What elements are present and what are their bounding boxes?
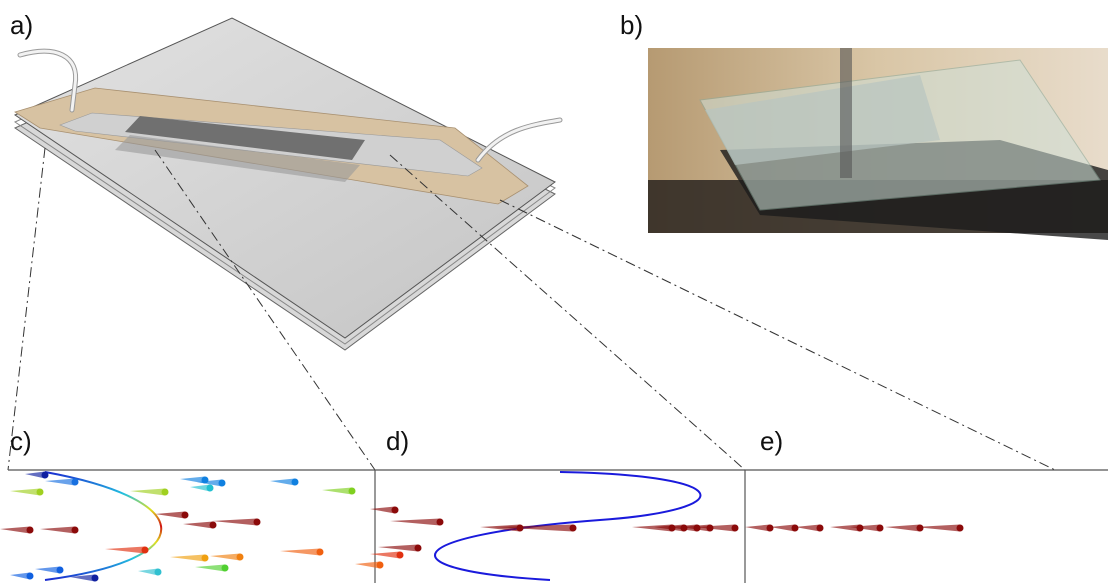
particle <box>270 478 295 486</box>
particle <box>915 524 960 532</box>
particle <box>480 524 520 532</box>
particle <box>493 524 573 532</box>
particle <box>197 479 222 487</box>
particle <box>56 566 64 574</box>
panel-label: a) <box>10 10 33 40</box>
particle <box>569 524 577 532</box>
particle <box>370 551 400 559</box>
particle <box>322 487 352 495</box>
particle <box>370 506 395 514</box>
particle <box>745 524 770 532</box>
particle <box>10 488 40 496</box>
particle <box>180 476 205 484</box>
particle <box>956 524 964 532</box>
particles <box>0 471 964 582</box>
particle <box>181 511 189 519</box>
particle <box>138 568 158 576</box>
panel-label: c) <box>10 426 32 456</box>
particle <box>632 524 672 532</box>
particle <box>195 564 225 572</box>
particle <box>436 518 444 526</box>
particle <box>376 561 384 569</box>
particle <box>45 478 75 486</box>
particle <box>71 478 79 486</box>
particle <box>390 518 440 526</box>
particle <box>35 566 60 574</box>
particle <box>378 544 418 552</box>
particle <box>71 526 79 534</box>
particle <box>41 471 49 479</box>
particle <box>26 526 34 534</box>
particle <box>25 471 45 479</box>
particle <box>190 484 210 492</box>
particle <box>791 524 799 532</box>
particle <box>253 518 261 526</box>
particle <box>396 551 404 559</box>
particle <box>731 524 739 532</box>
particle <box>795 524 820 532</box>
particle <box>40 526 75 534</box>
chip-diagram <box>13 17 563 351</box>
particle <box>830 524 860 532</box>
particle <box>280 548 320 556</box>
particle <box>770 524 795 532</box>
velocity-profile <box>434 471 702 581</box>
particle <box>391 506 399 514</box>
particle <box>36 488 44 496</box>
particle <box>680 524 710 532</box>
particle <box>885 524 920 532</box>
particle <box>26 572 34 580</box>
particle <box>221 564 229 572</box>
particle <box>154 568 162 576</box>
panel-label: e) <box>760 426 783 456</box>
particle <box>70 574 95 582</box>
particle <box>210 553 240 561</box>
particle <box>291 478 299 486</box>
particle <box>206 484 214 492</box>
particle <box>141 546 149 554</box>
photo <box>648 48 1108 240</box>
particle <box>155 511 185 519</box>
particle <box>218 479 226 487</box>
projection-lines <box>7 147 1056 471</box>
particle <box>876 524 884 532</box>
particle <box>212 518 257 526</box>
particle <box>0 526 30 534</box>
particle <box>316 548 324 556</box>
particle <box>130 488 165 496</box>
particle <box>355 561 380 569</box>
particle <box>161 488 169 496</box>
particle <box>695 524 735 532</box>
velocity-profile <box>44 471 163 581</box>
particle <box>766 524 774 532</box>
panel-label: d) <box>386 426 409 456</box>
particle <box>170 554 205 562</box>
particle <box>236 553 244 561</box>
particle <box>183 521 213 529</box>
particle <box>850 524 880 532</box>
particle <box>91 574 99 582</box>
particle <box>10 572 30 580</box>
particle <box>348 487 356 495</box>
panel-label: b) <box>620 10 643 40</box>
particle <box>816 524 824 532</box>
particle <box>105 546 145 554</box>
particle <box>201 554 209 562</box>
particle <box>414 544 422 552</box>
particle <box>209 521 217 529</box>
particle <box>916 524 924 532</box>
